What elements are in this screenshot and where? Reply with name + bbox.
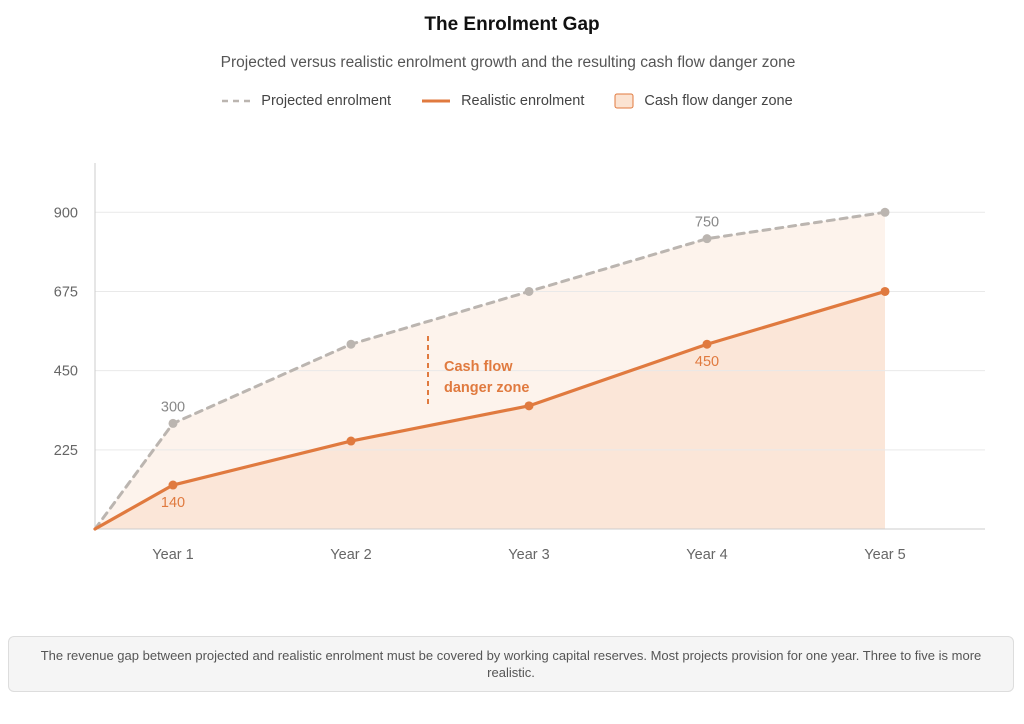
projected-point xyxy=(524,286,534,296)
chart-subtitle: Projected versus realistic enrolment gro… xyxy=(220,54,796,71)
legend-label-danger-zone: Cash flow danger zone xyxy=(644,93,793,109)
y-tick-label: 225 xyxy=(54,443,78,459)
y-tick-label: 675 xyxy=(54,284,78,300)
realistic-line xyxy=(93,289,887,531)
legend-item-realistic: Realistic enrolment xyxy=(421,93,584,109)
x-tick-label: Year 4 xyxy=(686,547,727,563)
realistic-data-label: 450 xyxy=(695,354,719,370)
legend-label-realistic: Realistic enrolment xyxy=(461,93,585,109)
realistic-point xyxy=(880,286,890,296)
y-tick-label: 450 xyxy=(54,364,78,380)
realistic-point xyxy=(346,436,356,446)
enrolment-line-chart: 225 450 675 900 Year 1 Year 2 Year 3 Year 4 Year… xyxy=(54,163,985,563)
projected-line xyxy=(93,210,887,531)
realistic-point xyxy=(524,401,534,411)
legend-label-projected: Projected enrolment xyxy=(261,93,392,109)
x-tick-label: Year 1 xyxy=(152,547,193,563)
footer-note-text: The revenue gap between projected and re… xyxy=(40,648,982,680)
projected-data-label: 300 xyxy=(161,399,185,415)
projected-point xyxy=(702,234,712,244)
x-tick-label: Year 3 xyxy=(508,547,549,563)
realistic-point xyxy=(702,339,712,349)
x-tick-label: Year 2 xyxy=(330,547,371,563)
realistic-data-label: 140 xyxy=(161,495,185,511)
y-tick-label: 900 xyxy=(54,205,78,221)
legend-item-projected: Projected enrolment xyxy=(221,93,391,109)
projected-point xyxy=(168,418,178,428)
legend-swatch-projected xyxy=(222,99,251,103)
legend-item-danger-zone: Cash flow danger zone xyxy=(614,93,793,109)
realistic-area xyxy=(95,291,885,529)
projected-point xyxy=(346,339,356,349)
chart-legend: Projected enrolment Realistic enrolment … xyxy=(0,93,1014,109)
x-tick-label: Year 5 xyxy=(864,547,905,563)
projected-data-label: 750 xyxy=(695,215,719,231)
danger-zone-label-line2: danger zone xyxy=(444,380,529,396)
realistic-point xyxy=(168,480,178,490)
legend-swatch-realistic xyxy=(422,99,451,103)
danger-zone-label-line1: Cash flow xyxy=(444,359,513,375)
footer-note: The revenue gap between projected and re… xyxy=(8,636,1014,692)
legend-swatch-danger-zone xyxy=(614,93,634,109)
projected-point xyxy=(880,207,890,217)
chart-title: The Enrolment Gap xyxy=(424,14,600,35)
